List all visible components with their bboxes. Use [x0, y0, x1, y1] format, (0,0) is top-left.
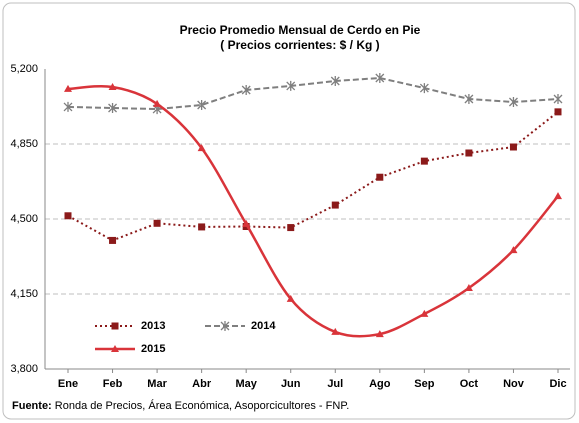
y-tick-label: 5,200 — [10, 63, 38, 75]
x-tick-label: Ene — [58, 378, 78, 390]
x-tick-label: Jun — [281, 378, 301, 390]
x-tick-label: Jul — [327, 378, 343, 390]
marker — [554, 192, 562, 200]
marker — [111, 345, 119, 352]
marker — [197, 100, 207, 110]
marker — [153, 219, 161, 227]
marker — [242, 219, 251, 227]
marker — [508, 97, 518, 107]
y-tick-label: 4,850 — [10, 138, 38, 150]
legend-label: 2015 — [141, 343, 165, 355]
marker — [420, 157, 428, 165]
y-tick-label: 4,150 — [10, 288, 38, 300]
series — [63, 73, 563, 115]
marker — [64, 212, 72, 220]
x-tick-label: Sep — [414, 378, 434, 390]
marker — [420, 309, 429, 317]
marker — [375, 73, 385, 83]
source-label: Fuente: — [12, 400, 52, 412]
marker — [111, 322, 119, 330]
marker — [375, 330, 384, 338]
marker — [220, 321, 230, 331]
chart-frame — [2, 2, 576, 420]
marker — [509, 143, 517, 151]
marker — [331, 327, 340, 335]
marker — [287, 224, 295, 232]
marker — [465, 149, 473, 157]
line — [67, 76, 559, 111]
marker — [331, 201, 339, 209]
chart-subtitle: ( Precios corrientes: $ / Kg ) — [220, 38, 379, 52]
x-tick-label: Nov — [503, 378, 525, 390]
x-tick-label: Feb — [103, 378, 123, 390]
marker — [153, 99, 162, 107]
x-tick-label: Mar — [147, 378, 167, 390]
marker — [464, 284, 473, 291]
marker — [108, 103, 118, 113]
legend-label: 2014 — [251, 320, 276, 332]
marker — [330, 76, 340, 86]
x-tick-label: Ago — [369, 378, 391, 390]
source: Fuente: Ronda de Precios, Área Económica… — [12, 399, 349, 412]
legend-label: 2013 — [141, 320, 165, 332]
marker — [509, 246, 518, 254]
y-tick-label: 3,800 — [10, 363, 38, 375]
chart-title: Precio Promedio Mensual de Cerdo en Pie — [180, 23, 421, 37]
marker — [108, 83, 117, 90]
legend: 2013 2014 2015 — [95, 320, 276, 355]
marker — [198, 223, 206, 231]
series — [64, 83, 562, 338]
marker — [197, 144, 206, 152]
marker — [554, 108, 562, 116]
marker — [376, 173, 384, 181]
marker — [419, 83, 429, 94]
marker — [241, 85, 251, 95]
x-tick-label: Abr — [192, 378, 212, 390]
marker — [553, 94, 563, 104]
marker — [63, 101, 73, 112]
y-tick-label: 4,500 — [10, 213, 38, 225]
marker — [464, 94, 474, 104]
x-tick-label: Dic — [549, 378, 566, 390]
x-tick-label: Oct — [460, 378, 479, 390]
marker — [109, 236, 117, 244]
line — [67, 111, 559, 242]
marker — [286, 80, 296, 91]
marker — [64, 84, 72, 92]
marker — [286, 294, 295, 302]
x-tick-label: May — [235, 378, 257, 390]
source-text: Ronda de Precios, Área Económica, Asopor… — [55, 399, 350, 412]
